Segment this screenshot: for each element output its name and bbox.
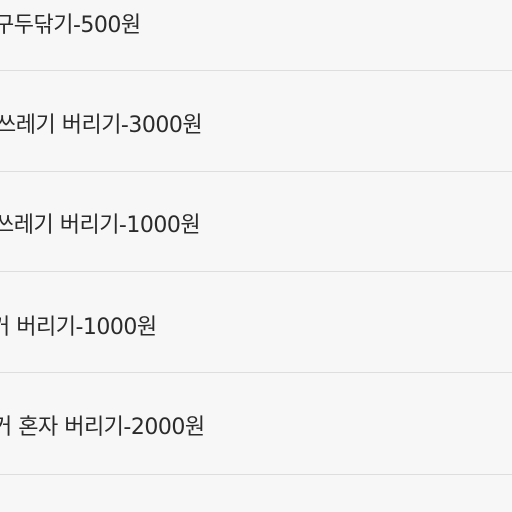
list-item[interactable]: 거 버리기-1000원 [0, 302, 512, 348]
list-divider [0, 271, 512, 272]
list-item-label: 거 버리기-1000원 [0, 315, 157, 340]
list-divider [0, 171, 512, 172]
list-item-label: 쓰레기 버리기-3000원 [0, 113, 203, 138]
list-divider [0, 372, 512, 373]
list-item-label: 거 혼자 버리기-2000원 [0, 415, 205, 440]
list-item-label: 쓰레기 버리기-1000원 [0, 213, 201, 238]
list-divider [0, 474, 512, 475]
list-item[interactable]: 쓰레기 버리기-3000원 [0, 100, 512, 146]
list-item[interactable] [0, 490, 512, 512]
list-item[interactable]: 구두닦기-500원 [0, 0, 512, 46]
list-item-label: 구두닦기-500원 [0, 13, 141, 38]
list-item[interactable]: 쓰레기 버리기-1000원 [0, 200, 512, 246]
list-divider [0, 70, 512, 71]
list-item[interactable]: 거 혼자 버리기-2000원 [0, 402, 512, 448]
